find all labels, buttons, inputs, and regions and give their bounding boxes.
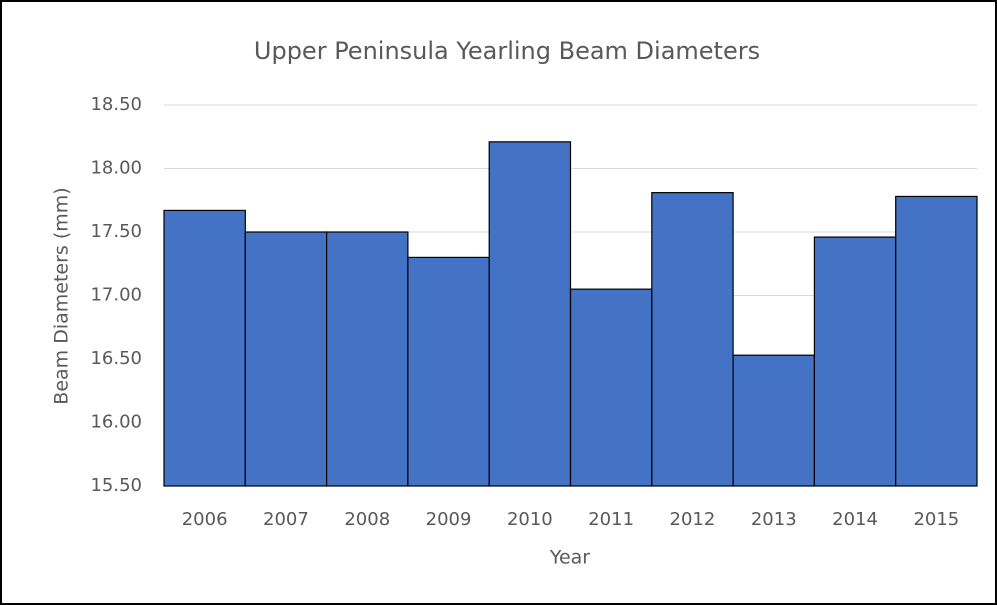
y-axis-title: Beam Diameters (mm) [51,187,73,404]
x-tick-label: 2011 [588,509,634,530]
bar [244,231,328,487]
bar [163,209,246,487]
x-tick-label: 2008 [344,509,390,530]
bar [326,231,409,487]
bar [407,256,490,487]
bar [813,236,897,487]
y-tick-label: 16.00 [90,412,142,433]
bar [651,192,734,487]
x-tick-label: 2009 [426,509,472,530]
x-tick-label: 2012 [670,509,716,530]
y-tick-label: 15.50 [90,475,142,496]
x-tick-label: 2006 [182,509,228,530]
bar [732,354,815,487]
bar [488,141,572,487]
y-tick-label: 18.00 [90,158,142,179]
y-tick-label: 16.50 [90,348,142,369]
x-axis-title: Year [549,547,590,569]
y-tick-label: 17.00 [90,285,142,306]
bar [895,195,978,487]
y-tick-label: 17.50 [90,221,142,242]
x-tick-label: 2014 [832,509,878,530]
x-tick-label: 2007 [263,509,309,530]
chart-title: Upper Peninsula Yearling Beam Diameters [254,37,760,65]
x-tick-label: 2013 [751,509,797,530]
x-tick-label: 2015 [913,509,959,530]
bar [569,288,653,487]
x-tick-label: 2010 [507,509,553,530]
y-tick-label: 18.50 [90,94,142,115]
